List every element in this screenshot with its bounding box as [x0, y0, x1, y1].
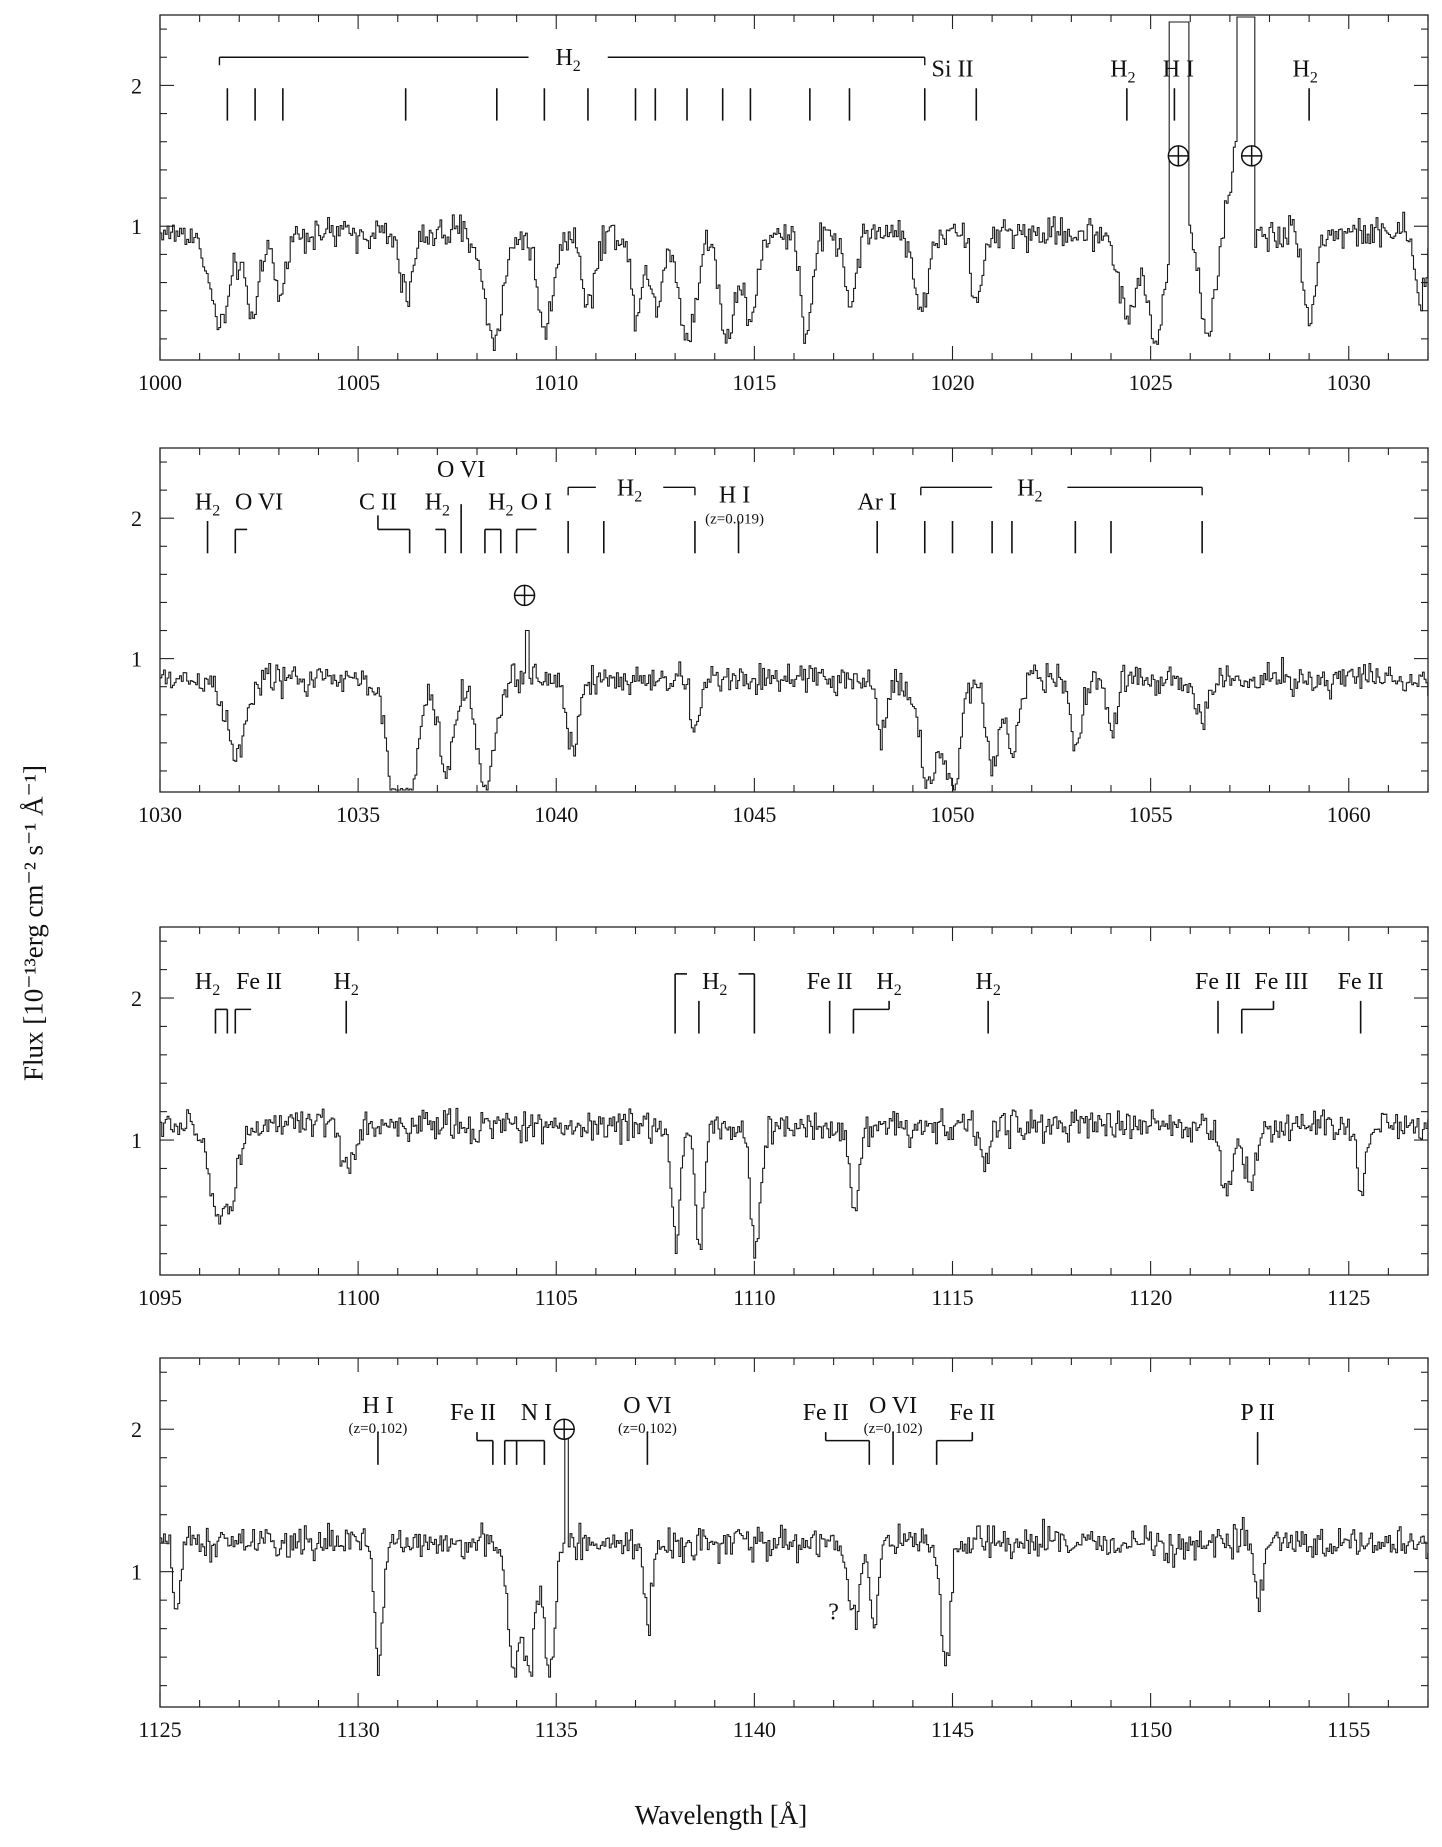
- x-tick-label: 1115: [931, 1285, 973, 1310]
- line-label: H2: [195, 489, 220, 519]
- line-label: (z=0.102): [618, 1421, 677, 1437]
- earth-symbol-icon: [513, 584, 536, 607]
- x-tick-label: 1020: [931, 370, 975, 395]
- spectrum-line: [160, 1435, 1429, 1678]
- line-label: Fe II: [1338, 969, 1384, 995]
- x-tick-label: 1045: [732, 802, 776, 827]
- x-tick-label: 1135: [535, 1717, 578, 1742]
- x-tick-label: 1120: [1129, 1285, 1172, 1310]
- line-label: H2: [1017, 475, 1042, 505]
- y-tick-label: 2: [131, 506, 142, 531]
- line-label: C II: [359, 489, 397, 515]
- spectrum-line: [160, 1107, 1429, 1259]
- x-tick-label: 1100: [337, 1285, 380, 1310]
- line-label: O VI: [437, 457, 485, 483]
- x-tick-label: 1105: [535, 1285, 578, 1310]
- earth-symbol-icon: [1240, 145, 1263, 167]
- x-tick-label: 1140: [733, 1717, 776, 1742]
- x-tick-label: 1155: [1327, 1717, 1370, 1742]
- y-tick-label: 1: [131, 214, 142, 239]
- line-label: O VI: [235, 489, 283, 515]
- line-label: H2: [1292, 57, 1317, 87]
- line-label: O VI: [869, 1393, 917, 1419]
- x-tick-label: 1030: [1327, 370, 1371, 395]
- x-tick-label: 1130: [337, 1717, 380, 1742]
- y-tick-label: 2: [131, 1417, 142, 1442]
- x-tick-label: 1150: [1129, 1717, 1172, 1742]
- x-tick-label: 1110: [733, 1285, 775, 1310]
- line-label: P II: [1240, 1400, 1274, 1426]
- x-axis-label: Wavelength [Å]: [634, 1800, 808, 1830]
- x-tick-label: 1025: [1129, 370, 1173, 395]
- line-label: Fe II: [450, 1400, 496, 1426]
- line-label: (z=0.102): [864, 1421, 923, 1437]
- earth-symbol-icon: [553, 1418, 575, 1440]
- spectrum-line: [160, 16, 1429, 351]
- x-tick-label: 1050: [931, 802, 975, 827]
- x-tick-label: 1005: [336, 370, 380, 395]
- x-tick-label: 1030: [138, 802, 182, 827]
- chart-panel-1: 1000 1005 1010 1015 1020 1025 1030 1 2 H2 Si II H2 H…: [131, 14, 1429, 395]
- line-label: H2: [555, 45, 580, 75]
- chart-panel-3: 1095 1100 1105 1110 1115 1120 1125 1 2 H2 Fe II H2 H…: [131, 926, 1429, 1310]
- x-tick-label: 1055: [1129, 802, 1173, 827]
- x-tick-label: 1015: [732, 370, 776, 395]
- x-tick-label: 1040: [534, 802, 578, 827]
- line-label: Fe II: [807, 969, 853, 995]
- plot-frame: [159, 1357, 1429, 1708]
- line-label: H2: [425, 489, 450, 519]
- line-label: H2: [702, 969, 727, 999]
- y-tick-label: 1: [131, 1560, 142, 1585]
- x-tick-label: 1035: [336, 802, 380, 827]
- x-tick-label: 1010: [534, 370, 578, 395]
- line-label: H2: [488, 489, 513, 519]
- line-label: (z=0.102): [349, 1421, 408, 1437]
- line-label: Fe III: [1254, 969, 1308, 995]
- plot-frame: [159, 14, 1429, 361]
- line-label: H2: [876, 969, 901, 999]
- line-label: (z=0.019): [705, 511, 764, 527]
- x-tick-label: 1095: [138, 1285, 182, 1310]
- line-label: Fe II: [803, 1400, 849, 1426]
- line-label: H I: [1163, 57, 1194, 83]
- line-label: H2: [195, 969, 220, 999]
- line-label: ?: [828, 1600, 839, 1626]
- line-label: Fe II: [236, 969, 282, 995]
- line-label: O VI: [623, 1393, 671, 1419]
- x-tick-label: 1060: [1327, 802, 1371, 827]
- plot-frame: [159, 447, 1429, 793]
- x-tick-label: 1125: [138, 1717, 181, 1742]
- x-tick-label: 1000: [138, 370, 182, 395]
- spectrum-line: [160, 629, 1429, 791]
- y-tick-label: 1: [131, 647, 142, 672]
- x-tick-label: 1145: [931, 1717, 974, 1742]
- line-label: H2: [975, 969, 1000, 999]
- line-label: H I: [719, 482, 750, 508]
- line-label: Fe II: [949, 1400, 995, 1426]
- line-label: H2: [334, 969, 359, 999]
- line-label: Si II: [932, 57, 974, 83]
- y-axis-label-text: Flux [10⁻¹³erg cm⁻² s⁻¹ Å⁻¹]: [18, 765, 49, 1081]
- line-label: H2: [1110, 57, 1135, 87]
- line-label: N I: [521, 1400, 552, 1426]
- y-tick-label: 1: [131, 1128, 142, 1153]
- y-tick-label: 2: [131, 986, 142, 1011]
- line-label: Fe II: [1195, 969, 1241, 995]
- x-tick-label: 1125: [1327, 1285, 1370, 1310]
- line-label: H2: [617, 475, 642, 505]
- y-tick-label: 2: [131, 73, 142, 98]
- line-label: H I: [362, 1393, 393, 1419]
- chart-panel-4: 1125 1130 1135 1140 1145 1150 1155 1 2 H I (z=0.10…: [131, 1357, 1429, 1742]
- line-label: Ar I: [858, 489, 897, 515]
- earth-symbol-icon: [1167, 145, 1190, 167]
- line-label: O I: [521, 489, 552, 515]
